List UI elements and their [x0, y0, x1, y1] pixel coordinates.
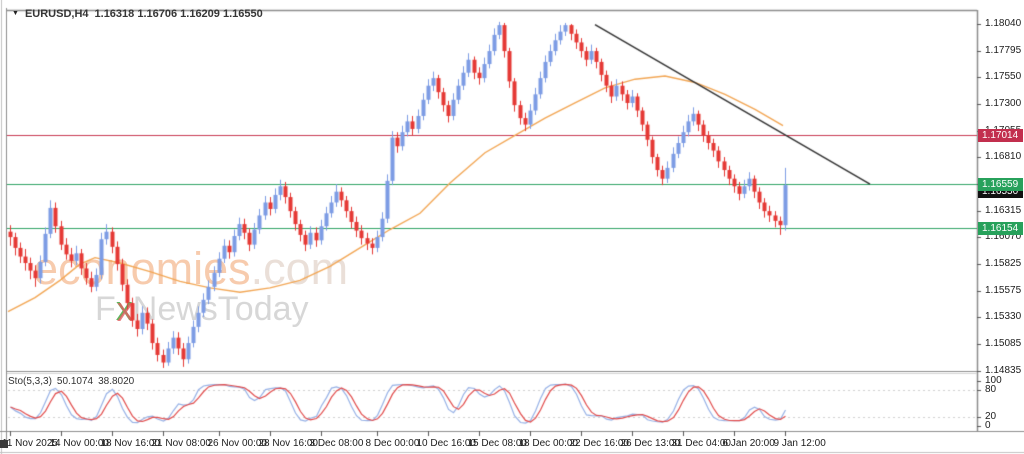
- indicator-axis-label: 80: [985, 384, 997, 395]
- price-axis-label: 1.15330: [985, 311, 1022, 323]
- date-axis-label: 8 Dec 00:00: [365, 438, 420, 449]
- symbol-dropdown-icon[interactable]: ▼: [12, 10, 19, 17]
- date-axis-label: 26 Nov 00:00: [207, 438, 268, 449]
- date-axis-label: 11 Nov 2025: [2, 438, 58, 449]
- price-axis-label: 1.16810: [985, 151, 1022, 163]
- indicator-axis-label: 20: [985, 411, 997, 422]
- stochastic-name: Sto(5,3,3): [8, 376, 52, 387]
- date-axis-label: 14 Nov 00:00: [49, 438, 110, 449]
- date-axis-label: 18 Nov 16:00: [100, 438, 161, 449]
- price-axis-label: 1.16315: [985, 204, 1022, 216]
- date-axis-label: 22 Dec 16:00: [569, 438, 630, 449]
- stochastic-label: Sto(5,3,3) 50.1074 38.8020: [8, 376, 139, 387]
- date-axis-label: 18 Dec 00:00: [518, 438, 579, 449]
- resistance-price-badge: 1.17014: [978, 128, 1023, 142]
- price-axis-label: 1.16070: [985, 231, 1022, 243]
- price-axis-label: 1.15085: [985, 337, 1022, 349]
- ohlc-values: 1.16318 1.16706 1.16209 1.16550: [94, 8, 263, 20]
- price-axis-label: 1.14835: [985, 364, 1022, 376]
- date-axis-label: 10 Dec 16:00: [416, 438, 477, 449]
- price-axis-label: 1.17550: [985, 71, 1022, 83]
- support-price-badge-1: 1.16559: [978, 177, 1023, 191]
- symbol-timeframe: EURUSD,H4: [24, 8, 89, 20]
- quote-line: ▼ EURUSD,H4 1.16318 1.16706 1.16209 1.16…: [12, 8, 263, 20]
- stochastic-main-value: 50.1074: [56, 376, 94, 387]
- window-corner-grip[interactable]: [0, 440, 8, 448]
- support-price-badge-2: 1.16154: [978, 221, 1023, 235]
- date-axis-label: 28 Nov 16:00: [258, 438, 319, 449]
- date-axis-label: 3 Dec 08:00: [309, 438, 364, 449]
- indicator-axis-label: 0: [985, 420, 991, 431]
- date-axis-label: 26 Dec 13:00: [620, 438, 681, 449]
- date-axis-label: 9 Jan 12:00: [773, 438, 826, 449]
- price-axis-label: 1.17795: [985, 44, 1022, 56]
- date-axis-label: 6 Jan 20:00: [722, 438, 775, 449]
- stochastic-signal-value: 38.8020: [98, 376, 135, 387]
- price-axis-label: 1.15575: [985, 284, 1022, 296]
- indicator-axis-label: 100: [985, 375, 1002, 386]
- price-axis-label: 1.15825: [985, 257, 1022, 269]
- date-axis-label: 31 Dec 04:00: [671, 438, 732, 449]
- price-axis-label: 1.18040: [985, 18, 1022, 30]
- date-axis-label: 21 Nov 08:00: [151, 438, 212, 449]
- price-axis-label: 1.17300: [985, 98, 1022, 110]
- date-axis-label: 15 Dec 08:00: [467, 438, 528, 449]
